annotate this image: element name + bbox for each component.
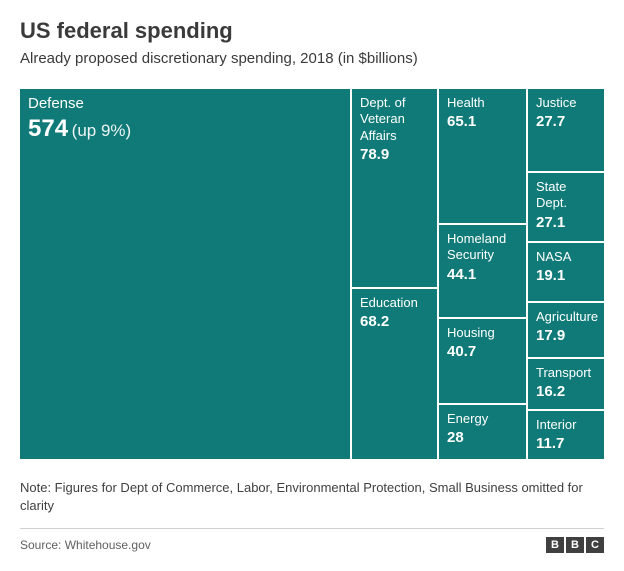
cell-state: State Dept. 27.1 — [528, 173, 604, 241]
bbc-logo: BBC — [546, 537, 604, 553]
cell-agri: Agriculture 17.9 — [528, 303, 604, 357]
logo-box: B — [546, 537, 564, 553]
cell-trans: Transport 16.2 — [528, 359, 604, 409]
cell-label: State Dept. — [536, 179, 596, 212]
chart-note: Note: Figures for Dept of Commerce, Labo… — [20, 479, 604, 514]
cell-value: 27.1 — [536, 214, 596, 233]
cell-value: 78.9 — [360, 146, 429, 165]
treemap-area: Defense574 (up 9%)Dept. of Veteran Affai… — [20, 89, 604, 459]
cell-value: 28 — [447, 429, 518, 448]
cell-label: Education — [360, 295, 429, 311]
cell-value: 68.2 — [360, 313, 429, 332]
cell-label: NASA — [536, 249, 596, 265]
cell-housing: Housing 40.7 — [439, 319, 526, 403]
cell-label: Energy — [447, 411, 518, 427]
cell-value: 65.1 — [447, 113, 518, 132]
cell-value: 19.1 — [536, 267, 596, 286]
cell-value: 17.9 — [536, 327, 596, 346]
cell-delta: (up 9%) — [72, 121, 132, 140]
cell-label: Dept. of Veteran Affairs — [360, 95, 429, 144]
cell-justice: Justice 27.7 — [528, 89, 604, 171]
cell-label: Health — [447, 95, 518, 111]
cell-interior: Interior 11.7 — [528, 411, 604, 459]
cell-value: 40.7 — [447, 343, 518, 362]
cell-value: 16.2 — [536, 383, 596, 402]
cell-health: Health 65.1 — [439, 89, 526, 223]
chart-footer: Source: Whitehouse.gov BBC — [20, 528, 604, 553]
source-text: Source: Whitehouse.gov — [20, 538, 151, 552]
cell-va: Dept. of Veteran Affairs 78.9 — [352, 89, 437, 287]
cell-defense: Defense574 (up 9%) — [20, 89, 350, 459]
cell-value: 27.7 — [536, 113, 596, 132]
cell-nasa: NASA 19.1 — [528, 243, 604, 301]
cell-edu: Education 68.2 — [352, 289, 437, 459]
logo-box: C — [586, 537, 604, 553]
cell-label: Transport — [536, 365, 596, 381]
cell-value: 44.1 — [447, 266, 518, 285]
cell-label: Interior — [536, 417, 596, 433]
cell-label: Justice — [536, 95, 596, 111]
cell-dhs: Homeland Security 44.1 — [439, 225, 526, 317]
logo-box: B — [566, 537, 584, 553]
cell-label: Homeland Security — [447, 231, 518, 264]
cell-value: 574 — [28, 115, 68, 142]
cell-label: Housing — [447, 325, 518, 341]
cell-label: Agriculture — [536, 309, 596, 325]
chart-title: US federal spending — [20, 18, 604, 44]
cell-label: Defense — [28, 95, 342, 114]
cell-energy: Energy 28 — [439, 405, 526, 459]
chart-subtitle: Already proposed discretionary spending,… — [20, 50, 604, 67]
cell-value: 11.7 — [536, 435, 596, 454]
